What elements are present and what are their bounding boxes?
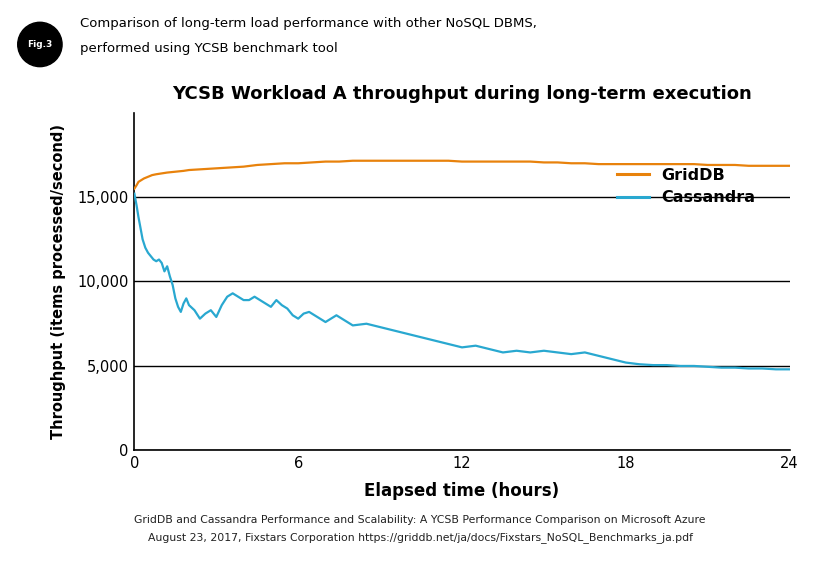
Legend: GridDB, Cassandra: GridDB, Cassandra xyxy=(611,161,762,212)
Text: GridDB and Cassandra Performance and Scalability: A YCSB Performance Comparison : GridDB and Cassandra Performance and Sca… xyxy=(134,515,706,525)
Text: August 23, 2017, Fixstars Corporation https://griddb.net/ja/docs/Fixstars_NoSQL_: August 23, 2017, Fixstars Corporation ht… xyxy=(148,532,692,543)
Circle shape xyxy=(18,23,62,66)
Title: YCSB Workload A throughput during long-term execution: YCSB Workload A throughput during long-t… xyxy=(172,84,752,102)
Text: Fig.3: Fig.3 xyxy=(27,40,53,49)
Text: Comparison of long-term load performance with other NoSQL DBMS,: Comparison of long-term load performance… xyxy=(80,17,537,30)
X-axis label: Elapsed time (hours): Elapsed time (hours) xyxy=(365,482,559,500)
Y-axis label: Throughput (items processed/second): Throughput (items processed/second) xyxy=(51,124,66,439)
Text: performed using YCSB benchmark tool: performed using YCSB benchmark tool xyxy=(80,42,338,55)
